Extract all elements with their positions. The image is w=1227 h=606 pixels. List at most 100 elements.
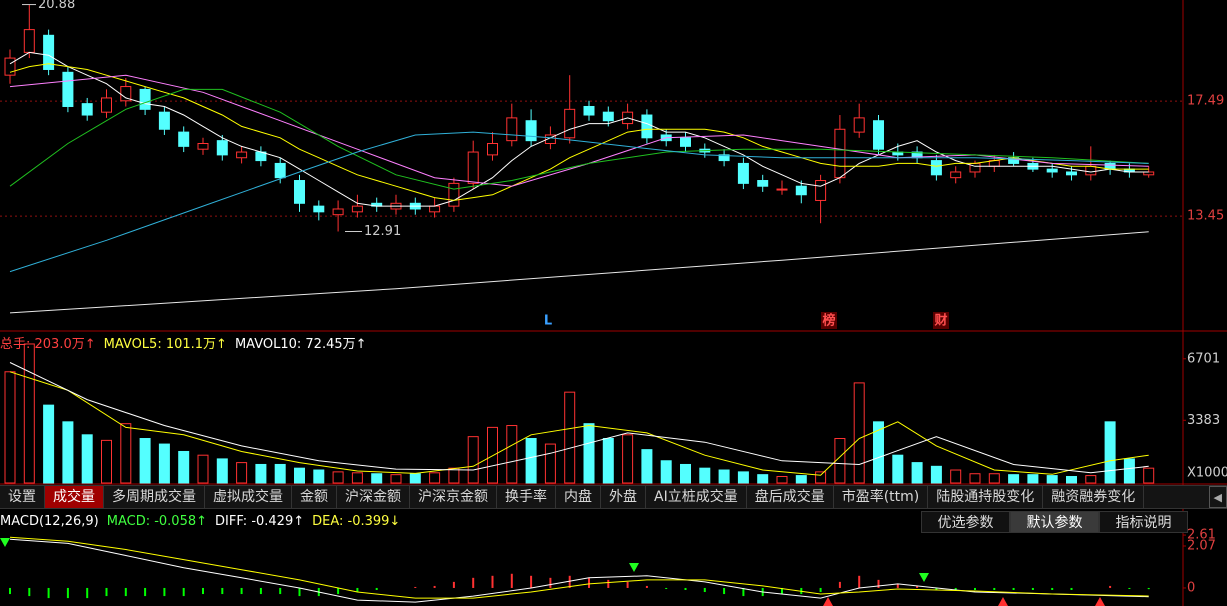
volume-bar: [294, 467, 305, 484]
event-badge: [821, 312, 837, 329]
candle-body: [313, 205, 325, 213]
candle-body: [197, 143, 209, 150]
volume-bar: [892, 454, 904, 484]
tab[interactable]: 外盘: [601, 486, 646, 508]
candle-body: [139, 88, 151, 110]
candle-body: [602, 111, 614, 122]
tab[interactable]: 多周期成交量: [104, 486, 205, 508]
param-button[interactable]: 优选参数: [921, 511, 1010, 533]
volume-bar: [139, 438, 151, 484]
candle-body: [216, 140, 228, 156]
volume-bar: [699, 467, 711, 484]
param-button[interactable]: 默认参数: [1010, 511, 1099, 533]
tab[interactable]: 陆股通持股变化: [928, 486, 1044, 508]
volume-bar: [757, 474, 769, 484]
candle-body: [487, 143, 498, 156]
candle-body: [641, 114, 653, 139]
tab[interactable]: 内盘: [556, 486, 601, 508]
indicator-header: MACD(12,26,9) MACD: -0.058↑ DIFF: -0.429↑ D…: [0, 514, 400, 529]
header-item: MACD: -0.058↑: [107, 514, 207, 529]
tab[interactable]: 设置: [0, 486, 45, 508]
volume-bar: [313, 469, 325, 484]
tab[interactable]: AI立桩成交量: [646, 486, 747, 508]
candle-body: [1085, 165, 1097, 176]
header-item: 总手: 203.0万↑: [0, 337, 96, 352]
tab[interactable]: 沪深京金额: [410, 486, 497, 508]
candle-body: [737, 162, 749, 184]
tab[interactable]: 虚拟成交量: [205, 486, 292, 508]
volume-bar: [1123, 458, 1135, 484]
candle-body: [351, 205, 363, 213]
volume-bar: [487, 426, 498, 484]
y-tick-label: 2.61: [1187, 528, 1216, 543]
volume-bar: [120, 423, 132, 484]
tab[interactable]: 成交量: [45, 486, 104, 508]
indicator-line: [9, 362, 1149, 474]
volume-bar: [718, 469, 730, 484]
candle-body: [178, 131, 190, 147]
volume-bar: [969, 473, 981, 484]
candle-body: [467, 151, 479, 184]
header-item: DEA: -0.399↓: [312, 514, 400, 529]
max-label: 20.88: [38, 0, 75, 12]
tab[interactable]: 沪深金额: [337, 486, 410, 508]
indicator-line: [9, 371, 1149, 476]
signal-arrow-down: [0, 538, 929, 582]
candle-body: [853, 117, 865, 133]
candle-body: [1066, 171, 1077, 176]
tab[interactable]: 换手率: [497, 486, 556, 508]
volume-bar: [429, 472, 441, 484]
volume-bar: [564, 391, 576, 484]
volume-bar: [641, 449, 653, 484]
candle-body: [834, 128, 846, 179]
volume-bar: [371, 473, 383, 484]
volume-bar: [853, 382, 865, 484]
tab[interactable]: 金额: [292, 486, 337, 508]
volume-bar: [216, 458, 228, 484]
scroll-arrow[interactable]: ◀: [1208, 486, 1227, 508]
tab[interactable]: 市盈率(ttm): [834, 486, 929, 508]
volume-bar: [544, 443, 556, 484]
y-tick-label: 13.45: [1187, 209, 1224, 224]
candle-body: [274, 162, 286, 179]
candle-body: [544, 134, 556, 145]
volume-bar: [23, 343, 35, 484]
indicator-line: [9, 88, 1149, 190]
candle-body: [718, 154, 730, 162]
volume-bar: [525, 438, 537, 484]
volume-bar: [583, 423, 595, 484]
signal-arrow-up: [823, 597, 1105, 606]
indicator-line: [9, 536, 1149, 599]
volume-bar: [467, 436, 479, 484]
candle-body: [448, 182, 460, 207]
indicator-line: [9, 538, 1149, 603]
event-marker: 榜: [822, 313, 835, 329]
indicator-line: [9, 63, 1149, 201]
y-tick-label: 2.07: [1187, 539, 1216, 554]
candle-body: [525, 120, 537, 142]
candle-body: [873, 120, 884, 150]
candle-body: [969, 162, 981, 173]
unit-label: X1000: [1187, 466, 1227, 481]
candle-body: [795, 185, 807, 196]
header-item: DIFF: -0.429↑: [215, 514, 304, 529]
candle-body: [564, 108, 576, 139]
volume-bar: [390, 474, 402, 484]
header-item: MACD(12,26,9): [0, 514, 99, 529]
candle-body: [429, 205, 441, 213]
candle-body: [43, 34, 55, 70]
indicator-tabs: 设置 成交量 多周期成交量 虚拟成交量 金额 沪深金额 沪深京金额 换手率 内盘 外盘 AI立桩成交…: [0, 485, 1227, 509]
tab[interactable]: 盘后成交量: [747, 486, 834, 508]
indicator-header: 总手: 203.0万↑ MAVOL5: 101.1万↑ MAVOL10: 72.45…: [0, 337, 367, 352]
indicator-line: [9, 51, 1149, 207]
indicator-line: [9, 231, 1149, 314]
volume-bar: [1104, 421, 1116, 484]
candle-body: [158, 111, 170, 130]
param-button[interactable]: 指标说明: [1099, 511, 1188, 533]
candle-body: [1046, 168, 1058, 173]
tab[interactable]: 融资融券变化: [1043, 486, 1145, 508]
indicator-line: [9, 131, 1149, 273]
candle-body: [680, 137, 691, 147]
